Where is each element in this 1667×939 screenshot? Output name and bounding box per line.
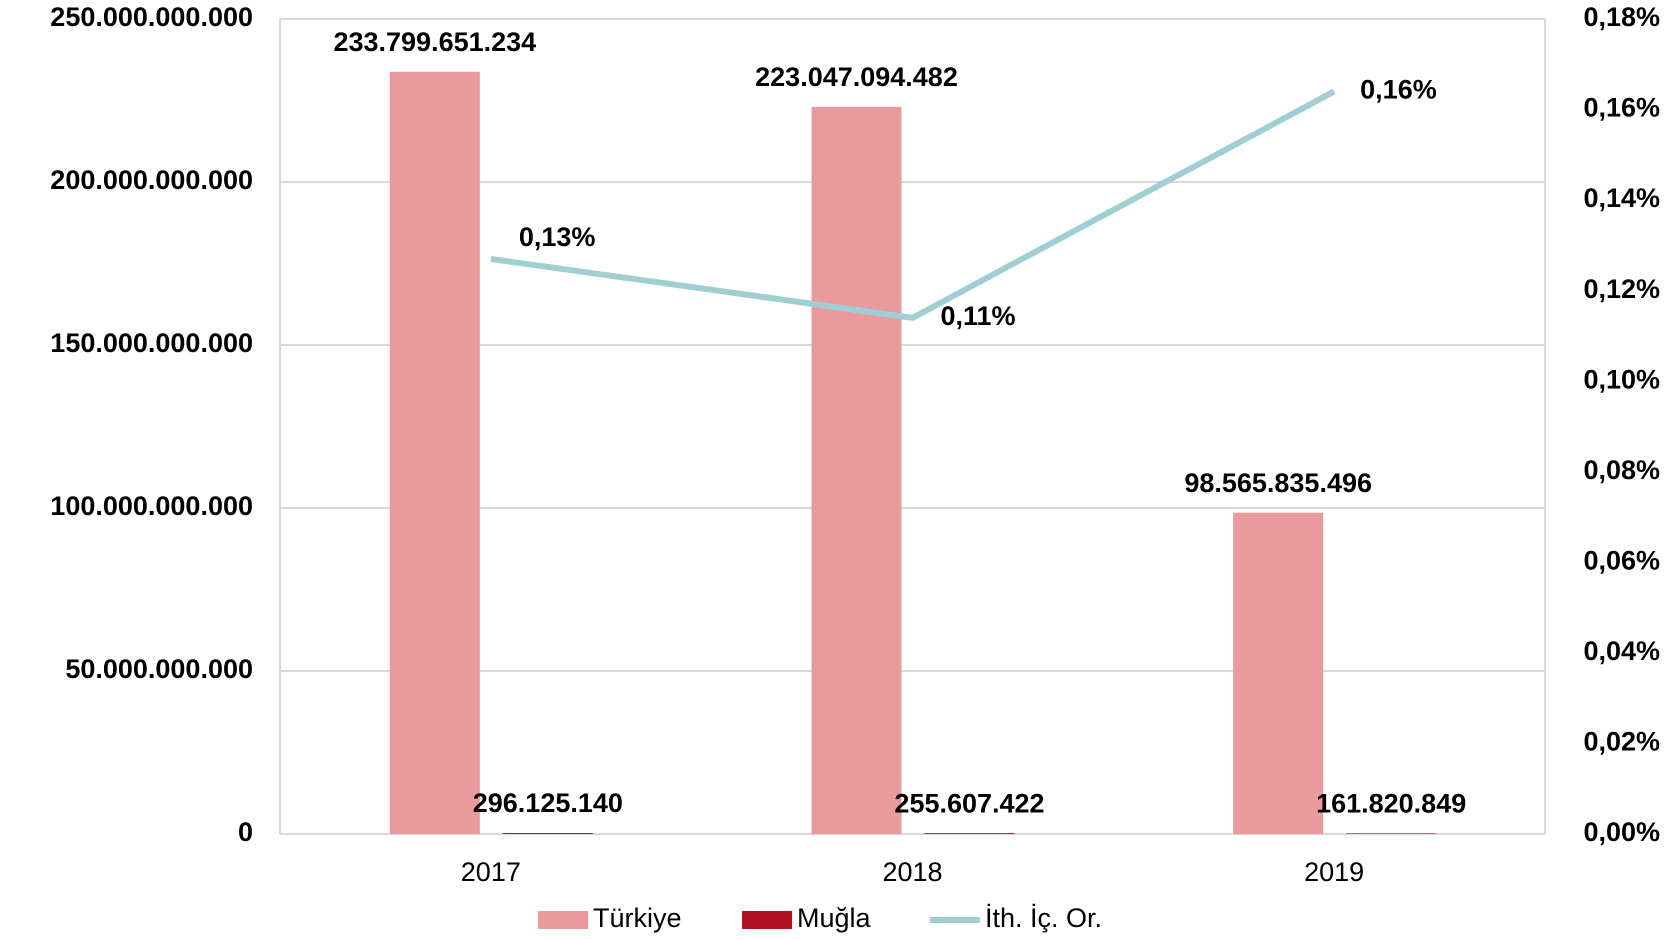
bar: [811, 106, 902, 835]
data-label: 161.820.849: [1316, 789, 1466, 819]
y2-tick-label: 0,12%: [1583, 274, 1660, 304]
legend-label: Muğla: [797, 903, 872, 933]
data-label: 0,13%: [519, 222, 596, 252]
y2-tick-label: 0,06%: [1583, 545, 1660, 575]
legend-label: Türkiye: [593, 903, 682, 933]
data-label: 0,16%: [1360, 75, 1437, 105]
x-tick-label: 2019: [1304, 857, 1364, 887]
data-label: 0,11%: [941, 301, 1016, 331]
data-label: 98.565.835.496: [1184, 468, 1372, 498]
data-label: 255.607.422: [894, 788, 1044, 818]
y2-tick-label: 0,08%: [1583, 455, 1660, 485]
y2-tick-label: 0,14%: [1583, 183, 1660, 213]
legend-swatch: [538, 911, 588, 929]
bar: [1346, 833, 1437, 834]
legend-label: İth. İç. Or.: [985, 902, 1102, 933]
y-tick-label: 250.000.000.000: [50, 2, 253, 32]
bar: [1233, 512, 1324, 834]
y2-tick-label: 0,10%: [1583, 364, 1660, 394]
data-label: 233.799.651.234: [333, 27, 536, 57]
y2-tick-label: 0,02%: [1583, 727, 1660, 757]
bar: [924, 833, 1015, 834]
y2-tick-label: 0,16%: [1583, 93, 1660, 123]
x-tick-label: 2017: [461, 857, 521, 887]
data-label: 296.125.140: [473, 788, 623, 818]
y-tick-label: 50.000.000.000: [65, 654, 253, 684]
y2-tick-label: 0,00%: [1583, 817, 1660, 847]
data-label: 223.047.094.482: [755, 62, 958, 92]
bar: [502, 833, 593, 834]
y-tick-label: 0: [238, 817, 253, 847]
y-tick-label: 100.000.000.000: [50, 491, 253, 521]
x-tick-label: 2018: [882, 857, 942, 887]
y-tick-label: 200.000.000.000: [50, 165, 253, 195]
line: [490, 88, 1336, 321]
bar: [389, 71, 480, 835]
y-tick-label: 150.000.000.000: [50, 328, 253, 358]
legend-swatch: [742, 911, 792, 929]
y2-tick-label: 0,04%: [1583, 636, 1660, 666]
y2-tick-label: 0,18%: [1583, 2, 1660, 32]
